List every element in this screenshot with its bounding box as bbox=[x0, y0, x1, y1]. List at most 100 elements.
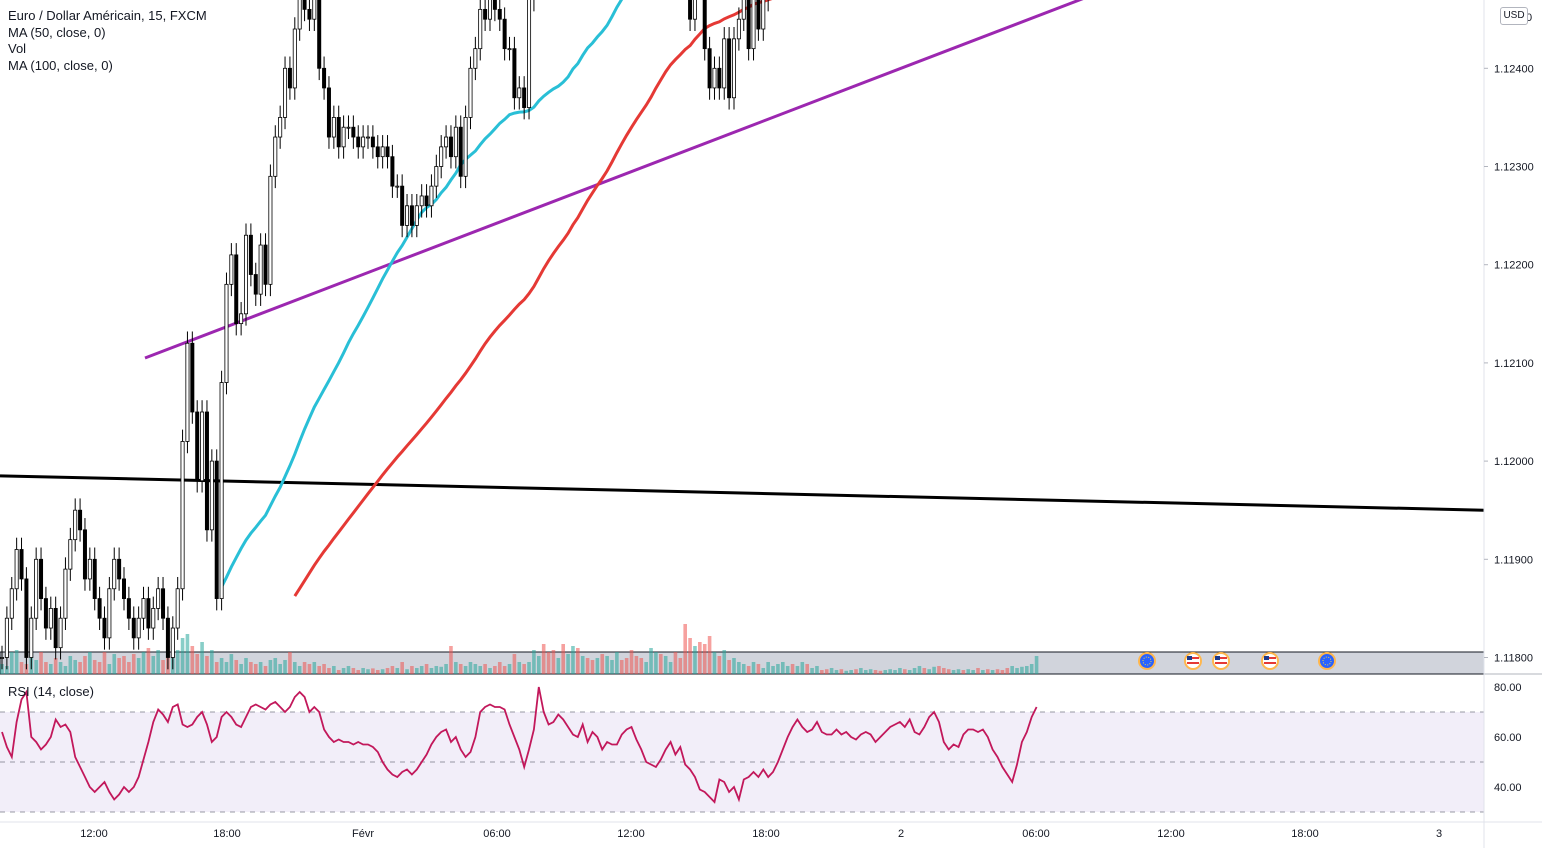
candle-body bbox=[385, 146, 390, 158]
volume-bar bbox=[551, 650, 556, 674]
volume-bar bbox=[990, 670, 995, 674]
volume-bar bbox=[712, 652, 717, 674]
volume-bar bbox=[966, 669, 971, 674]
volume-bar bbox=[595, 658, 600, 674]
volume-bar bbox=[5, 666, 9, 674]
volume-bar bbox=[751, 662, 756, 674]
volume-bar bbox=[844, 670, 849, 674]
volume-bar bbox=[224, 662, 229, 674]
us-flag-icon[interactable] bbox=[1184, 652, 1202, 670]
volume-bar bbox=[205, 656, 209, 674]
ma100-legend[interactable]: MA (100, close, 0) bbox=[8, 57, 113, 73]
volume-bar bbox=[375, 670, 380, 674]
candle-body bbox=[180, 441, 185, 590]
price-axis[interactable]: 1.11800 1.11900 1.12000 1.12100 1.12200 1.123… bbox=[1483, 0, 1534, 848]
volume-bar bbox=[903, 669, 907, 674]
volume-bar bbox=[732, 658, 736, 674]
candle-body bbox=[487, 0, 492, 20]
candle-body bbox=[361, 136, 366, 148]
candle-body bbox=[63, 568, 68, 619]
volume-bar bbox=[912, 668, 917, 674]
volume-bar bbox=[190, 646, 195, 674]
volume-bar bbox=[400, 662, 404, 674]
candle-body bbox=[263, 244, 268, 285]
candle-body bbox=[356, 136, 361, 148]
candle-body bbox=[453, 126, 458, 158]
volume-bar bbox=[571, 646, 575, 674]
volume-bar bbox=[624, 658, 629, 674]
volume-bar bbox=[53, 658, 58, 674]
volume-bar bbox=[332, 666, 336, 674]
volume-bar bbox=[800, 662, 805, 674]
candle-body bbox=[512, 48, 517, 99]
candle-body bbox=[68, 539, 73, 570]
volume-bar bbox=[200, 642, 204, 674]
volume-bar bbox=[361, 668, 365, 674]
candle-body bbox=[424, 195, 429, 207]
volume-bar bbox=[366, 669, 370, 674]
time-tick-label: 12:00 bbox=[80, 828, 108, 840]
volume-bar bbox=[702, 644, 707, 674]
volume-bar bbox=[146, 648, 151, 674]
rsi-legend[interactable]: RSI (14, close) bbox=[8, 684, 94, 699]
volume-bar bbox=[122, 656, 126, 674]
candle-body bbox=[517, 87, 522, 99]
candle-body bbox=[58, 617, 63, 649]
ma50-legend[interactable]: MA (50, close, 0) bbox=[8, 24, 106, 40]
volume-bar bbox=[839, 669, 844, 674]
volume-bar bbox=[883, 670, 888, 674]
candle-body bbox=[136, 617, 141, 639]
volume-bar bbox=[327, 668, 331, 674]
volume-bar bbox=[68, 656, 73, 674]
volume-bar bbox=[1034, 656, 1039, 674]
volume-bar bbox=[898, 668, 902, 674]
time-tick-label: 2 bbox=[898, 828, 904, 840]
volume-bar bbox=[834, 670, 839, 674]
volume-legend[interactable]: Vol bbox=[8, 41, 27, 56]
volume-bar bbox=[131, 654, 136, 674]
volume-bar bbox=[644, 662, 648, 674]
eu-flag-icon[interactable] bbox=[1138, 652, 1156, 670]
volume-bar bbox=[346, 666, 351, 674]
candle-body bbox=[736, 18, 741, 40]
candle-body bbox=[258, 244, 263, 295]
candle-body bbox=[761, 0, 766, 30]
ma50-line bbox=[220, 0, 624, 588]
candle-body bbox=[463, 117, 468, 177]
candle-body bbox=[302, 0, 307, 10]
us-flag-icon[interactable] bbox=[1261, 652, 1279, 670]
candle-body bbox=[48, 608, 53, 629]
symbol-title[interactable]: Euro / Dollar Américain, 15, FXCM bbox=[8, 8, 207, 23]
volume-bar bbox=[537, 656, 541, 674]
rsi-tick-label: 80.00 bbox=[1494, 682, 1522, 694]
eu-flag-icon[interactable] bbox=[1318, 652, 1336, 670]
rsi-tick-label: 60.00 bbox=[1494, 732, 1522, 744]
candle-body bbox=[502, 18, 507, 50]
economic-events[interactable] bbox=[1138, 652, 1336, 670]
volume-bar bbox=[156, 650, 160, 674]
volume-bar bbox=[502, 666, 507, 674]
volume-bar bbox=[917, 666, 922, 674]
time-tick-label: Févr bbox=[352, 828, 374, 840]
time-tick-label: 06:00 bbox=[1022, 828, 1050, 840]
candle-body bbox=[312, 0, 317, 20]
candle-body bbox=[390, 156, 395, 187]
us-flag-icon[interactable] bbox=[1212, 652, 1230, 670]
volume-bar bbox=[785, 666, 790, 674]
volume-bar bbox=[249, 662, 253, 674]
volume-bar bbox=[888, 669, 892, 674]
candle-body bbox=[29, 617, 34, 658]
candle-body bbox=[268, 175, 273, 285]
volume-bar bbox=[429, 668, 434, 674]
candle-body bbox=[756, 0, 761, 30]
candle-body bbox=[395, 185, 400, 188]
volume-bar bbox=[336, 670, 341, 674]
candle-body bbox=[292, 28, 297, 89]
currency-button[interactable]: USD bbox=[1500, 7, 1528, 25]
volume-bar bbox=[341, 668, 346, 674]
time-axis[interactable]: 12:00 18:00 Févr 06:00 12:00 18:00 2 06:00 12:00… bbox=[0, 821, 1542, 840]
volume-bar bbox=[219, 658, 224, 674]
candle-body bbox=[156, 588, 161, 609]
volume-bar bbox=[824, 669, 829, 674]
